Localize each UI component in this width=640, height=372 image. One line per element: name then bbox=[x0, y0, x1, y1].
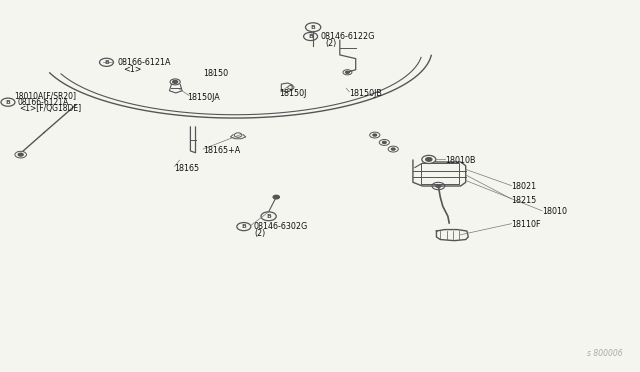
Text: 08146-6302G: 08146-6302G bbox=[254, 222, 308, 231]
Text: s 800006: s 800006 bbox=[587, 349, 623, 358]
Text: 18215: 18215 bbox=[511, 196, 537, 205]
Text: 08146-6122G: 08146-6122G bbox=[321, 32, 375, 41]
Text: B: B bbox=[104, 60, 109, 65]
Circle shape bbox=[436, 185, 441, 187]
Text: B: B bbox=[308, 34, 313, 39]
Text: 18150: 18150 bbox=[203, 69, 228, 78]
Text: 18150J: 18150J bbox=[280, 89, 307, 98]
Text: 18010B: 18010B bbox=[445, 155, 476, 165]
Text: B: B bbox=[266, 214, 271, 219]
Text: 18010: 18010 bbox=[542, 207, 567, 217]
Text: 18150JB: 18150JB bbox=[349, 89, 382, 98]
Text: <1>: <1> bbox=[123, 65, 141, 74]
Circle shape bbox=[426, 158, 432, 161]
Text: B: B bbox=[6, 100, 10, 105]
Text: 08166-6121A: 08166-6121A bbox=[117, 58, 171, 67]
Text: <1>[F/QG18DE]: <1>[F/QG18DE] bbox=[19, 104, 81, 113]
Circle shape bbox=[173, 80, 178, 83]
Text: 18150JA: 18150JA bbox=[188, 93, 220, 102]
Text: (2): (2) bbox=[254, 230, 265, 238]
Circle shape bbox=[373, 134, 377, 136]
Text: (2): (2) bbox=[326, 39, 337, 48]
Text: 18165: 18165 bbox=[175, 164, 200, 173]
Text: 18010A[F/SR20]: 18010A[F/SR20] bbox=[14, 91, 76, 100]
Circle shape bbox=[383, 141, 386, 144]
Text: 18165+A: 18165+A bbox=[203, 147, 241, 155]
Circle shape bbox=[18, 153, 23, 156]
Text: 08166-6121A: 08166-6121A bbox=[17, 98, 68, 107]
Circle shape bbox=[273, 195, 280, 199]
Text: 18110F: 18110F bbox=[511, 220, 541, 229]
Circle shape bbox=[346, 71, 349, 73]
Text: 18021: 18021 bbox=[511, 182, 536, 191]
Text: B: B bbox=[241, 224, 246, 229]
Circle shape bbox=[391, 148, 395, 150]
Text: B: B bbox=[310, 25, 316, 30]
